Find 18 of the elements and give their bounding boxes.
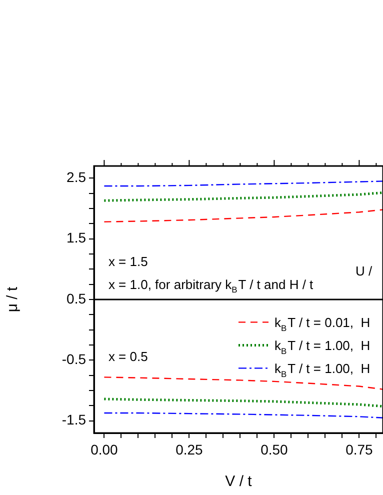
line-series xyxy=(104,376,383,390)
x-axis-title: V / t xyxy=(225,473,253,490)
line-series xyxy=(104,209,383,222)
x-tick-label: 0.00 xyxy=(90,441,118,458)
y-tick-label: -0.5 xyxy=(62,351,86,368)
y-tick-label: 1.5 xyxy=(66,230,86,246)
y-tick-label: 2.5 xyxy=(66,168,86,185)
x-tick-label: 0.25 xyxy=(176,441,204,458)
y-axis-title: μ / t xyxy=(4,286,22,312)
line-series xyxy=(102,398,383,408)
annotation: U / xyxy=(356,263,373,278)
annotation: x = 0.5 xyxy=(108,348,148,364)
line-series xyxy=(102,191,383,202)
y-tick-label: -1.5 xyxy=(62,412,86,428)
x-tick-label: 0.75 xyxy=(346,441,374,458)
x-tick-label: 0.50 xyxy=(260,441,288,458)
y-tick-label: 0.5 xyxy=(66,290,86,306)
annotation: x = 1.5 xyxy=(108,254,148,270)
